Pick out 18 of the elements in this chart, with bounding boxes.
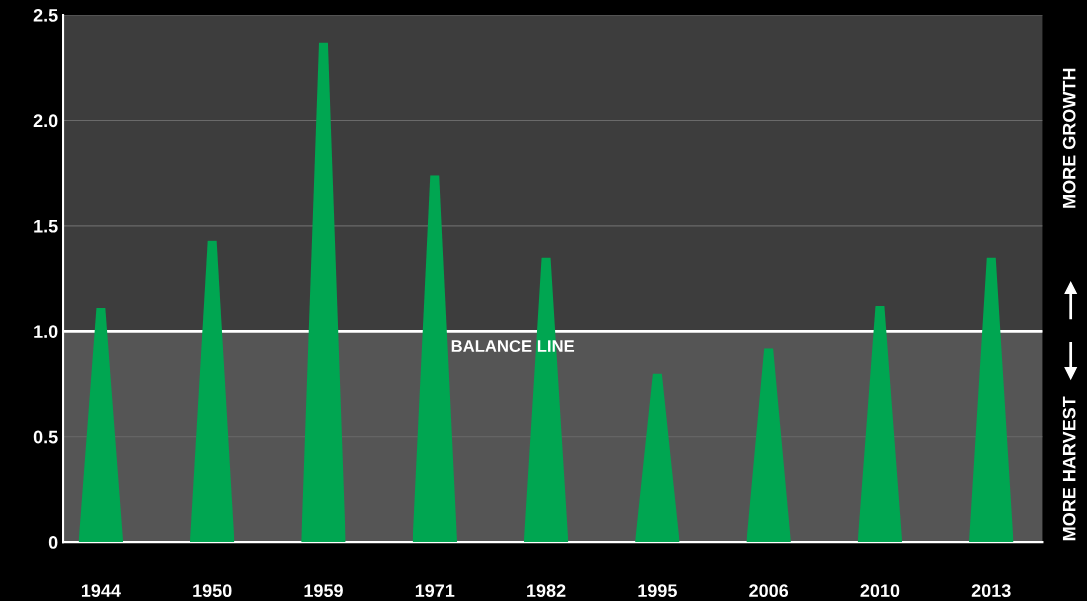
x-tick-label: 1971 (415, 584, 455, 598)
x-tick-label: 1944 (81, 584, 121, 598)
x-tick-label: 2013 (971, 584, 1011, 598)
y-tick-label: 1.5 (34, 219, 58, 233)
text: MORE HARVEST (1062, 396, 1076, 541)
y-tick-label: 0 (48, 536, 58, 549)
x-tick-label: 1982 (527, 584, 566, 598)
x-tick-label: 2010 (860, 584, 900, 598)
x-tick-label: 2006 (749, 584, 789, 598)
x-tick-label: 1950 (193, 584, 232, 598)
y-tick-label: 1.0 (34, 325, 58, 338)
x-tick-label: 1995 (638, 584, 677, 598)
text: MORE GROWTH (1062, 68, 1076, 208)
y-tick-label: 2.0 (33, 114, 58, 128)
y-tick-label: 2.5 (33, 8, 58, 22)
ref-line-label: BALANCE LINE (451, 340, 575, 352)
y-tick-label: 0.5 (33, 430, 58, 444)
x-tick-label: 1959 (304, 584, 343, 598)
